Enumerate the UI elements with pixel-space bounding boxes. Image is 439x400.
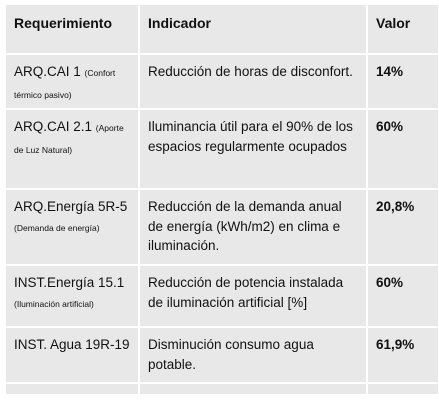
requirement-sub: de Luz Natural) <box>14 144 73 155</box>
value-cell: 20,8% <box>366 188 439 266</box>
value-cell: 14% <box>366 53 439 110</box>
requirement-sub: térmico pasivo) <box>14 89 72 100</box>
table-header-row: Requerimiento Indicador Valor <box>4 3 439 55</box>
table-row: ARQ.CAI 2.1 (Aporte de Luz Natural) Ilum… <box>4 108 439 190</box>
header-value: Valor <box>366 3 439 55</box>
value-cell: 61,9% <box>366 326 439 384</box>
requirement-cell: ARQ.CAI 1 (Confort térmico pasivo) <box>4 53 140 110</box>
value-cell: 60% <box>366 264 439 328</box>
requirement-code: ARQ.Energía 5R-5 <box>14 199 128 214</box>
requirement-code: ARQ.CAI 2.1 <box>14 119 93 134</box>
requirement-sub-inline: (Aporte <box>95 123 124 133</box>
table-row: INST.Energía 15.1 (Iluminación artificia… <box>4 264 439 328</box>
indicator-cell: Reducción de la demanda anual de energía… <box>138 188 368 266</box>
requirement-sub-inline: (Confort <box>84 68 116 78</box>
requirement-code: ARQ.CAI 1 <box>14 64 81 79</box>
requirement-code: INST.Energía 15.1 <box>14 275 125 290</box>
indicator-cell: Reducción de horas de disconfort. <box>138 53 368 110</box>
empty-cell <box>138 382 368 396</box>
requirement-sub: (Demanda de energía) <box>14 222 100 233</box>
header-requirement: Requerimiento <box>4 3 140 55</box>
requirement-cell: ARQ.CAI 2.1 (Aporte de Luz Natural) <box>4 108 140 190</box>
value-cell: 60% <box>366 108 439 190</box>
table-row: ARQ.CAI 1 (Confort térmico pasivo) Reduc… <box>4 53 439 110</box>
requirement-cell: INST.Energía 15.1 (Iluminación artificia… <box>4 264 140 328</box>
requirement-sub: (Iluminación artificial) <box>14 298 94 309</box>
table-row-partial <box>4 382 439 396</box>
requirement-cell: INST. Agua 19R-19 <box>4 326 140 384</box>
indicator-cell: Reducción de potencia instalada de ilumi… <box>138 264 368 328</box>
empty-cell <box>4 382 140 396</box>
requirements-table: Requerimiento Indicador Valor ARQ.CAI 1 … <box>4 3 439 396</box>
indicator-cell: Iluminancia útil para el 90% de los espa… <box>138 108 368 190</box>
requirement-code: INST. Agua 19R-19 <box>14 337 130 352</box>
empty-cell <box>366 382 439 396</box>
table-row: ARQ.Energía 5R-5 (Demanda de energía) Re… <box>4 188 439 266</box>
table-row: INST. Agua 19R-19 Disminución consumo ag… <box>4 326 439 384</box>
header-indicator: Indicador <box>138 3 368 55</box>
indicator-cell: Disminución consumo agua potable. <box>138 326 368 384</box>
requirement-cell: ARQ.Energía 5R-5 (Demanda de energía) <box>4 188 140 266</box>
